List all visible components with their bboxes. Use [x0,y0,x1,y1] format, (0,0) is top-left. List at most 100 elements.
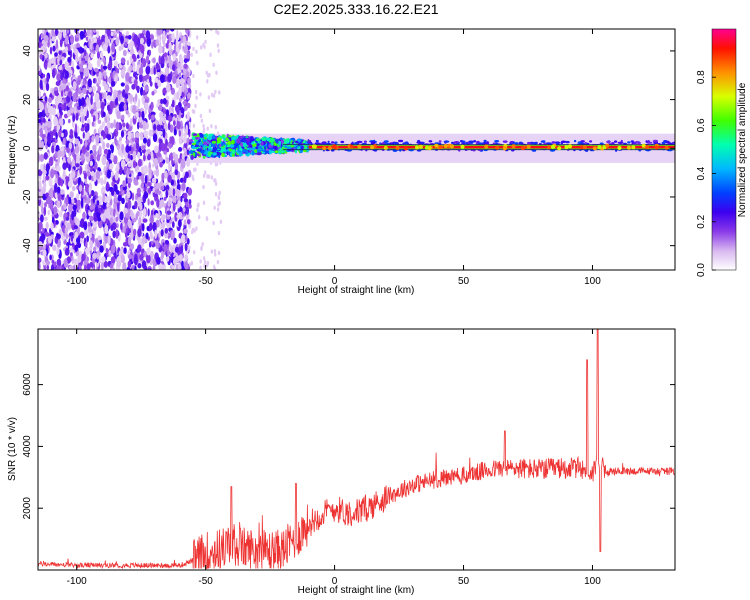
heatmap-cell [202,200,206,205]
heatmap-cell [176,91,180,100]
heatmap-cell [191,141,194,144]
heatmap-cell [169,124,174,133]
heatmap-cell [220,148,224,153]
heatmap-cell [221,152,225,157]
heatmap-cell [120,82,125,87]
heatmap-cell [74,123,78,133]
heatmap-cell [101,121,105,128]
heatmap-cell [84,125,89,133]
heatmap-cell [73,208,77,217]
heatmap-cell [168,114,172,123]
heatmap-cell [172,64,176,72]
heatmap-cell [101,256,106,263]
heatmap-cell [148,241,152,248]
heatmap-cell [216,43,220,48]
heatmap-cell [182,100,187,105]
heatmap-cell [165,83,171,93]
x-tick-label: 50 [458,276,470,287]
heatmap-cell [62,29,66,39]
heatmap-cell [663,140,668,143]
heatmap-cell [157,79,162,88]
heatmap-cell [107,235,111,245]
heatmap-cell [183,63,188,69]
heatmap-cell [56,96,60,105]
heatmap-cell [202,184,205,190]
heatmap-cell [187,77,191,86]
heatmap-cell [156,256,161,265]
snr-xlabel: Height of straight line (km) [298,585,415,596]
heatmap-cell [50,57,55,64]
heatmap-cell [62,79,67,84]
heatmap-cell [92,50,96,55]
heatmap-cell [256,151,262,156]
heatmap-cell [239,148,243,151]
heatmap-cell [213,205,216,210]
heatmap-cell [125,144,130,154]
heatmap-cell [363,140,367,143]
heatmap-cell [127,154,131,159]
heatmap-cell [652,139,659,143]
heatmap-cell [93,150,97,157]
heatmap-cell [64,129,68,138]
heatmap-cell [178,157,182,164]
heatmap-cell [106,153,110,161]
heatmap-cell [196,141,199,146]
heatmap-cell [349,144,354,149]
y-tick-label: 40 [22,45,33,57]
heatmap-cell [439,145,443,149]
heatmap-cell [141,145,146,150]
heatmap-cell [188,141,192,145]
heatmap-cell [137,158,142,167]
heatmap-cell [43,40,47,45]
heatmap-cell [140,37,144,45]
heatmap-cell [58,50,62,55]
heatmap-cell [202,129,205,134]
heatmap-cell [121,114,125,121]
heatmap-cell [77,254,82,263]
heatmap-cell [130,212,135,220]
heatmap-cell [72,80,77,91]
heatmap-cell [278,150,283,153]
heatmap-cell [38,104,41,110]
heatmap-cell [163,150,167,155]
heatmap-cell [179,206,183,213]
heatmap-cell [91,135,95,143]
heatmap-cell [181,79,186,83]
heatmap-cell [443,140,450,143]
heatmap-cell [169,136,172,144]
heatmap-cell [52,244,57,251]
heatmap-cell [94,93,98,103]
heatmap-cell [118,137,123,142]
heatmap-cell [155,39,159,47]
heatmap-cell [42,95,46,102]
heatmap-cell [84,67,89,77]
heatmap-cell [127,34,132,40]
heatmap-cell [44,202,47,208]
heatmap-cell [582,145,587,150]
heatmap-cell [86,29,91,36]
heatmap-cell [135,132,140,138]
heatmap-cell [207,73,210,78]
heatmap-cell [76,83,79,92]
heatmap-cell [207,143,210,147]
heatmap-cell [80,190,84,196]
heatmap-cell [104,234,109,244]
heatmap-cell [176,196,181,201]
heatmap-cell [245,137,251,143]
heatmap-cell [84,132,90,140]
heatmap-cell [75,53,79,63]
heatmap-cell [188,203,192,209]
heatmap-cell [140,182,144,189]
heatmap-cell [71,158,75,167]
heatmap-cell [79,231,85,240]
heatmap-cell [160,186,165,191]
heatmap-cell [153,66,156,76]
heatmap-cell [617,141,624,144]
heatmap-cell [136,86,140,94]
heatmap-cell [161,214,166,220]
heatmap-cell [38,111,44,118]
heatmap-cell [183,219,187,226]
heatmap-cell [80,72,84,80]
y-tick-label: 0 [22,145,33,151]
heatmap-cell [77,105,81,110]
